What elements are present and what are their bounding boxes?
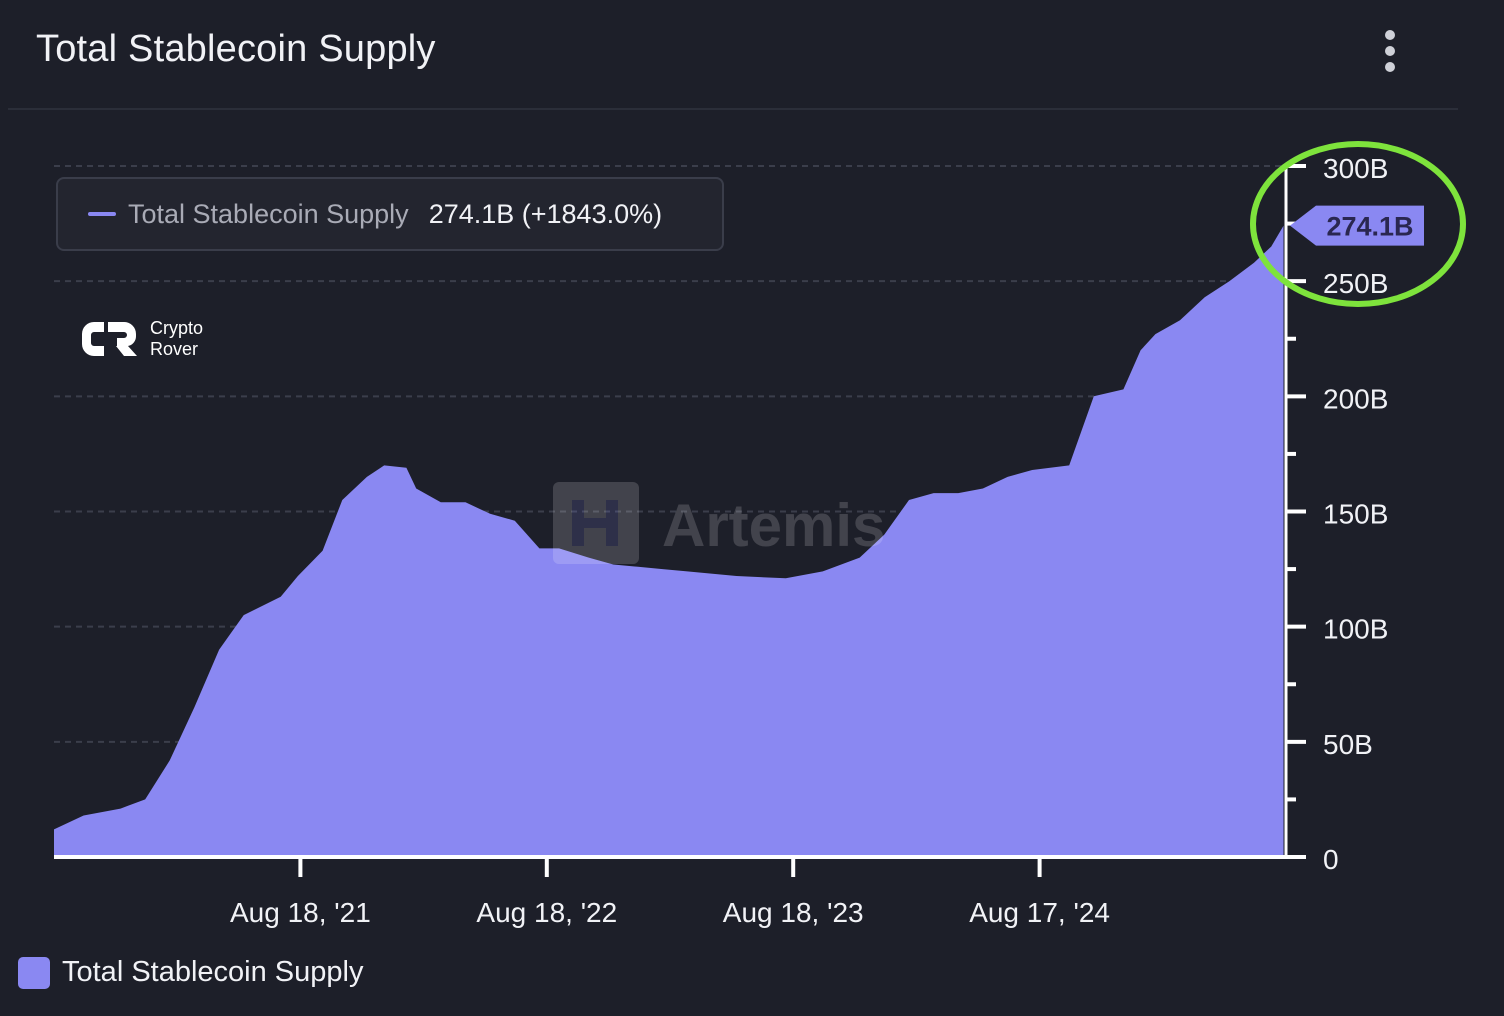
x-tick-label: Aug 18, '22 bbox=[476, 897, 617, 928]
crypto-rover-line1: Crypto bbox=[150, 318, 204, 338]
tooltip-series-name: Total Stablecoin Supply bbox=[128, 198, 409, 229]
x-tick-label: Aug 18, '21 bbox=[230, 897, 371, 928]
y-tick-label: 200B bbox=[1323, 383, 1388, 414]
y-tick-label: 150B bbox=[1323, 499, 1388, 530]
artemis-watermark: Artemis bbox=[553, 482, 885, 564]
crypto-rover-logo: Crypto Rover bbox=[80, 318, 203, 360]
last-value-label: 274.1B bbox=[1290, 205, 1424, 246]
last-value-badge bbox=[1290, 205, 1424, 246]
tooltip-series-swatch bbox=[88, 212, 116, 216]
highlight-circle bbox=[1250, 141, 1466, 307]
legend-item[interactable]: Total Stablecoin Supply bbox=[18, 956, 363, 989]
x-tick-label: Aug 17, '24 bbox=[969, 897, 1110, 928]
more-vertical-icon[interactable] bbox=[1370, 26, 1410, 76]
legend-label: Total Stablecoin Supply bbox=[62, 956, 364, 988]
y-tick-label: 50B bbox=[1323, 729, 1373, 760]
y-tick-label: 250B bbox=[1323, 268, 1388, 299]
last-value-text: 274.1B bbox=[1326, 212, 1413, 242]
y-tick-label: 100B bbox=[1323, 614, 1388, 645]
y-tick-label: 0 bbox=[1323, 844, 1339, 875]
series-area bbox=[54, 225, 1284, 857]
legend-swatch bbox=[18, 956, 50, 989]
crypto-rover-line2: Rover bbox=[150, 339, 199, 359]
y-tick-label: 300B bbox=[1323, 153, 1388, 184]
artemis-watermark-text: Artemis bbox=[662, 492, 885, 559]
value-tooltip: Total Stablecoin Supply 274.1B (+1843.0%… bbox=[56, 177, 724, 251]
x-tick-label: Aug 18, '23 bbox=[723, 897, 864, 928]
header-divider bbox=[8, 108, 1458, 110]
page-title: Total Stablecoin Supply bbox=[36, 28, 436, 70]
tooltip-value: 274.1B (+1843.0%) bbox=[428, 198, 663, 229]
crypto-rover-icon bbox=[82, 322, 137, 356]
